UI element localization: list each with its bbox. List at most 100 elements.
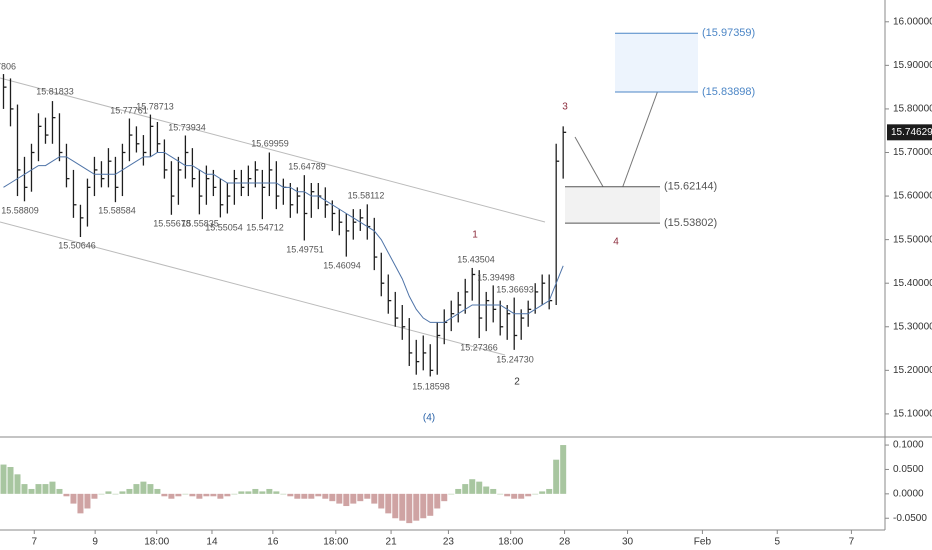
channel-lower bbox=[0, 221, 506, 356]
histogram-bar bbox=[77, 493, 84, 514]
price-label: 15.50646 bbox=[58, 240, 96, 250]
histogram-bar bbox=[119, 491, 126, 494]
y-tick-label: 15.60000 bbox=[893, 191, 932, 202]
histogram-bar bbox=[28, 488, 35, 494]
y-tick-label: 15.80000 bbox=[893, 104, 932, 115]
histogram-bar bbox=[280, 493, 287, 495]
histogram-bar bbox=[532, 493, 539, 495]
x-tick-label: 14 bbox=[206, 537, 218, 548]
x-tick-label: 28 bbox=[559, 537, 571, 548]
y-tick-label: 15.10000 bbox=[893, 409, 932, 420]
histogram-bar bbox=[357, 493, 364, 502]
histogram-bar bbox=[245, 491, 252, 494]
histogram-bar bbox=[511, 493, 518, 499]
channel-upper bbox=[0, 77, 546, 223]
price-label: 15.87806 bbox=[0, 61, 16, 71]
histogram-bar bbox=[168, 493, 175, 499]
y-tick-label: 0.1000 bbox=[893, 440, 924, 451]
target-label: (15.83898) bbox=[702, 86, 755, 98]
x-tick-label: 9 bbox=[92, 537, 98, 548]
target-label: (15.97359) bbox=[702, 27, 755, 39]
price-plot bbox=[2, 32, 698, 377]
histogram-bar bbox=[448, 493, 455, 495]
histogram-bar bbox=[343, 493, 350, 507]
wave-label: 3 bbox=[562, 102, 568, 113]
target-label: (15.53802) bbox=[664, 217, 717, 229]
price-label: 15.78713 bbox=[136, 101, 174, 111]
x-tick-label: Feb bbox=[694, 537, 712, 548]
histogram-bar bbox=[56, 488, 63, 494]
histogram-bar bbox=[490, 488, 497, 494]
y-tick-label: 15.40000 bbox=[893, 278, 932, 289]
histogram-bar bbox=[252, 488, 259, 494]
histogram-bar bbox=[427, 493, 434, 516]
histogram-bar bbox=[140, 481, 147, 494]
histogram-bar bbox=[70, 493, 77, 504]
histogram-bar bbox=[161, 493, 168, 497]
histogram-bar bbox=[322, 493, 329, 499]
price-label: 15.69959 bbox=[251, 138, 289, 148]
histogram-bar bbox=[371, 493, 378, 504]
histogram-bar bbox=[7, 467, 14, 494]
price-label: 15.55054 bbox=[205, 222, 243, 232]
histogram-bar bbox=[546, 488, 553, 494]
histogram-bar bbox=[105, 491, 112, 494]
histogram-bar bbox=[98, 493, 105, 495]
histogram-bar bbox=[63, 493, 70, 497]
target-zone bbox=[615, 33, 698, 92]
histogram-bar bbox=[196, 493, 203, 499]
x-tick-label: 7 bbox=[849, 537, 855, 548]
histogram-bar bbox=[14, 474, 21, 494]
histogram-bar bbox=[0, 464, 7, 494]
y-tick-label: 15.30000 bbox=[893, 321, 932, 332]
price-label: 15.55678 bbox=[153, 218, 191, 228]
histogram-bar bbox=[21, 484, 28, 494]
moving-average bbox=[3, 151, 564, 323]
histogram-bar bbox=[154, 488, 161, 494]
y-tick-label: 15.20000 bbox=[893, 365, 932, 376]
wave-label: 4 bbox=[613, 237, 619, 248]
histogram-bar bbox=[147, 484, 154, 494]
price-label: 15.36693 bbox=[496, 284, 534, 294]
histogram-bar bbox=[175, 493, 182, 497]
histogram-bar bbox=[385, 493, 392, 514]
histogram-bar bbox=[336, 493, 343, 504]
histogram-bar bbox=[49, 481, 56, 494]
histogram-bar bbox=[224, 493, 231, 497]
x-tick-label: 18:00 bbox=[323, 537, 348, 548]
x-tick-label: 16 bbox=[267, 537, 279, 548]
last-price-box bbox=[887, 124, 932, 141]
x-tick-label: 5 bbox=[774, 537, 780, 548]
histogram-bar bbox=[462, 484, 469, 494]
x-tick-label: 7 bbox=[31, 537, 37, 548]
y-tick-label: 0.0000 bbox=[893, 488, 924, 499]
x-tick-label: 18:00 bbox=[498, 537, 523, 548]
price-label: 15.43504 bbox=[457, 254, 495, 264]
histogram-bar bbox=[301, 493, 308, 499]
price-label: 15.24730 bbox=[496, 354, 534, 364]
histogram-bar bbox=[231, 493, 238, 495]
histogram-bar bbox=[539, 491, 546, 494]
histogram-bar bbox=[308, 493, 315, 499]
histogram-bar bbox=[560, 445, 567, 494]
histogram-bar bbox=[287, 493, 294, 497]
wave-label: 1 bbox=[472, 230, 478, 241]
histogram-bar bbox=[455, 488, 462, 494]
price-label: 15.54712 bbox=[246, 222, 284, 232]
price-label: 15.18598 bbox=[412, 381, 450, 391]
price-label: 15.55835 bbox=[181, 218, 219, 228]
x-tick-label: 18:00 bbox=[144, 537, 169, 548]
target-label: (15.62144) bbox=[664, 181, 717, 193]
price-label: 15.58112 bbox=[348, 190, 385, 200]
histogram-bar bbox=[476, 481, 483, 494]
histogram-bar bbox=[273, 491, 280, 494]
price-label: 15.58809 bbox=[1, 205, 39, 215]
histogram-bar bbox=[553, 459, 560, 494]
histogram-bar bbox=[350, 493, 357, 504]
y-tick-label: 15.70000 bbox=[893, 147, 932, 158]
price-label: 15.77761 bbox=[110, 105, 148, 115]
histogram-bar bbox=[266, 488, 273, 494]
histogram-bar bbox=[238, 491, 245, 494]
price-label: 15.49751 bbox=[286, 244, 324, 254]
